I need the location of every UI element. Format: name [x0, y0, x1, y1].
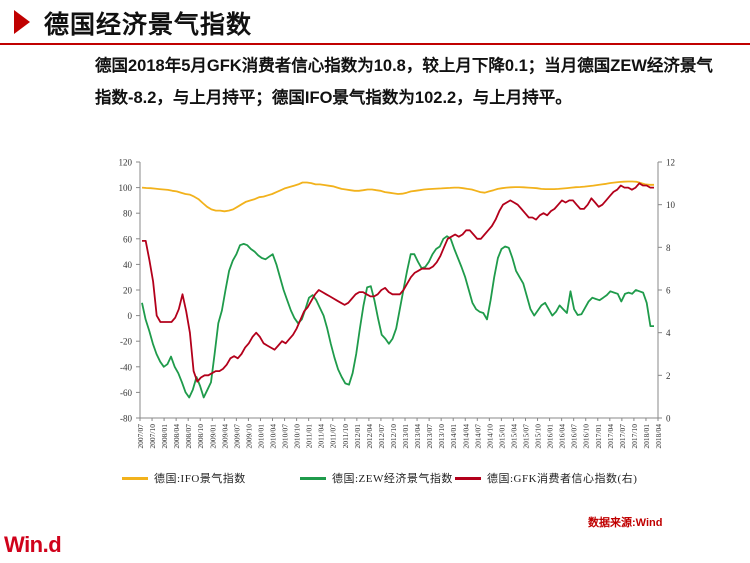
legend-item-ifo: 德国:IFO景气指数 [122, 468, 246, 488]
x-tick-label: 2014/10 [485, 424, 494, 449]
x-tick-label: 2008/10 [196, 424, 205, 449]
chart-tick-labels: 120100806040200-20-40-60-801210864202007… [119, 158, 676, 449]
x-tick-label: 2011/04 [317, 424, 326, 449]
x-tick-label: 2009/04 [220, 424, 229, 449]
legend-item-gfk: 德国:GFK消费者信心指数(右) [455, 468, 637, 488]
x-tick-label: 2009/10 [244, 424, 253, 449]
data-source: 数据来源:Wind [588, 517, 663, 529]
x-tick-label: 2017/07 [618, 424, 627, 449]
x-tick-label: 2013/10 [437, 424, 446, 449]
x-tick-label: 2013/07 [425, 424, 434, 449]
legend-swatch-zew [300, 476, 326, 480]
x-tick-label: 2016/07 [570, 424, 579, 449]
right-tick-label: 12 [666, 158, 675, 168]
x-tick-label: 2008/01 [160, 424, 169, 449]
left-tick-label: 40 [123, 260, 133, 270]
legend-item-zew: 德国:ZEW经济景气指数 [300, 468, 453, 488]
wind-logo: Win.d [4, 532, 62, 557]
x-tick-label: 2014/07 [473, 424, 482, 449]
x-tick-label: 2011/01 [305, 424, 314, 449]
x-tick-label: 2010/07 [281, 424, 290, 449]
x-tick-label: 2015/04 [509, 424, 518, 449]
left-tick-label: 120 [119, 158, 133, 168]
x-tick-label: 2012/07 [377, 424, 386, 449]
title-divider [0, 43, 750, 45]
legend-label-ifo: 德国:IFO景气指数 [154, 473, 246, 485]
series-line-zew [141, 235, 654, 399]
title-marker-icon [14, 10, 30, 34]
x-tick-label: 2007/10 [148, 424, 157, 449]
x-tick-label: 2016/10 [582, 424, 591, 449]
line-chart: 120100806040200-20-40-60-801210864202007… [119, 158, 676, 449]
x-tick-label: 2011/10 [341, 424, 350, 449]
x-tick-label: 2010/01 [256, 424, 265, 449]
x-tick-label: 2017/04 [606, 424, 615, 449]
left-tick-label: 0 [128, 311, 133, 321]
legend-swatch-ifo [122, 476, 148, 480]
x-tick-label: 2018/04 [654, 424, 663, 449]
left-tick-label: -40 [120, 362, 132, 372]
chart-legend: 德国:IFO景气指数 德国:ZEW经济景气指数 德国:GFK消费者信心指数(右) [100, 468, 700, 488]
chart-series [141, 180, 654, 399]
x-tick-label: 2012/04 [365, 424, 374, 449]
right-tick-label: 10 [666, 200, 676, 210]
left-tick-label: 80 [123, 209, 133, 219]
left-tick-label: -60 [120, 388, 132, 398]
summary-text: 德国2018年5月GFK消费者信心指数为10.8，较上月下降0.1；当月德国ZE… [95, 57, 713, 107]
x-tick-label: 2015/10 [534, 424, 543, 449]
right-tick-label: 8 [666, 243, 671, 253]
x-tick-label: 2007/07 [136, 424, 145, 449]
left-tick-label: 60 [123, 234, 133, 244]
x-tick-label: 2015/01 [497, 424, 506, 449]
x-tick-label: 2016/04 [558, 424, 567, 449]
series-line-ifo [141, 180, 654, 213]
x-tick-label: 2010/04 [269, 424, 278, 449]
right-tick-label: 6 [666, 286, 671, 296]
x-tick-label: 2009/07 [232, 424, 241, 449]
x-tick-label: 2015/07 [521, 424, 530, 449]
x-tick-label: 2011/07 [329, 424, 338, 449]
x-tick-label: 2012/01 [353, 424, 362, 449]
right-tick-label: 2 [666, 371, 671, 381]
x-tick-label: 2018/01 [642, 424, 651, 449]
title-bar: 德国经济景气指数 [0, 0, 750, 45]
left-tick-label: -80 [120, 414, 132, 424]
legend-swatch-gfk [455, 476, 481, 480]
chart-axes [136, 161, 662, 421]
page-title: 德国经济景气指数 [44, 11, 253, 39]
x-tick-label: 2014/04 [461, 424, 470, 449]
legend-label-zew: 德国:ZEW经济景气指数 [332, 473, 453, 485]
right-tick-label: 4 [666, 328, 671, 338]
x-tick-label: 2017/10 [630, 424, 639, 449]
x-tick-label: 2017/01 [594, 424, 603, 449]
x-tick-label: 2014/01 [449, 424, 458, 449]
x-tick-label: 2010/10 [293, 424, 302, 449]
left-tick-label: -20 [120, 337, 132, 347]
x-tick-label: 2016/01 [546, 424, 555, 449]
x-tick-label: 2013/01 [401, 424, 410, 449]
x-tick-label: 2013/04 [413, 424, 422, 449]
x-tick-label: 2009/01 [208, 424, 217, 449]
left-tick-label: 20 [123, 286, 133, 296]
x-tick-label: 2008/07 [184, 424, 193, 449]
x-tick-label: 2008/04 [172, 424, 181, 449]
legend-label-gfk: 德国:GFK消费者信心指数(右) [487, 473, 638, 485]
x-tick-label: 2012/10 [389, 424, 398, 449]
right-tick-label: 0 [666, 414, 671, 424]
left-tick-label: 100 [119, 183, 133, 193]
series-line-gfk [142, 182, 654, 383]
